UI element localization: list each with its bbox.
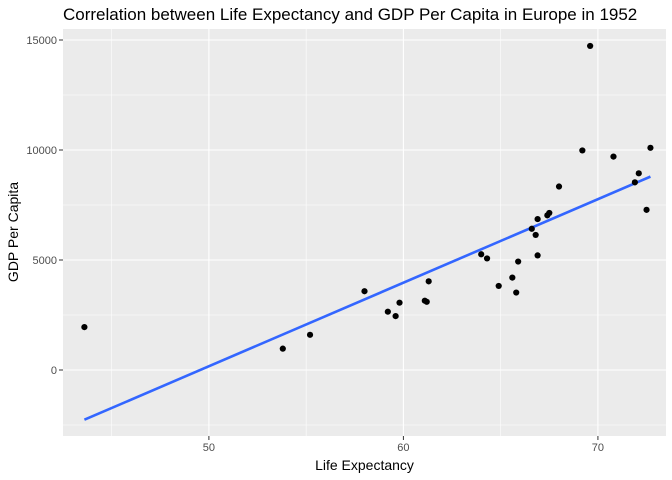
data-point (534, 252, 541, 259)
data-point (610, 153, 617, 160)
data-point (647, 144, 654, 151)
data-point (643, 206, 650, 213)
data-point (425, 278, 432, 285)
x-axis-title: Life Expectancy (315, 457, 414, 473)
y-axis-title: GDP Per Capita (5, 182, 21, 282)
x-tick-label: 50 (203, 442, 215, 454)
data-point (483, 255, 491, 262)
data-point (528, 225, 535, 232)
data-point (631, 179, 638, 186)
data-point (513, 289, 520, 296)
data-point (306, 331, 314, 338)
plot-panel (63, 29, 666, 436)
y-tick-label: 10000 (26, 145, 57, 157)
data-point (534, 215, 541, 223)
data-point (478, 251, 485, 258)
x-tick-label: 70 (592, 442, 604, 454)
data-point (555, 183, 563, 190)
data-point (384, 308, 391, 315)
data-point (579, 147, 586, 154)
grid-minor (63, 29, 666, 436)
x-axis-ticks: 50 60 70 (203, 436, 604, 454)
data-point (509, 274, 516, 281)
x-tick-label: 60 (397, 442, 409, 454)
y-tick-label: 15000 (26, 35, 57, 47)
data-point (396, 299, 403, 306)
data-points (81, 42, 654, 352)
data-point (532, 231, 539, 239)
data-point (635, 170, 642, 177)
data-point (495, 282, 502, 290)
y-tick-label: 0 (51, 365, 57, 377)
data-point (515, 258, 522, 265)
data-point (423, 298, 430, 305)
data-point (81, 324, 88, 331)
y-tick-label: 5000 (33, 255, 57, 267)
data-point (392, 313, 399, 320)
y-axis-ticks: 0 5000 10000 15000 (26, 35, 63, 377)
data-point (546, 209, 553, 217)
data-point (587, 42, 594, 50)
trend-line (83, 175, 651, 421)
data-point (279, 345, 286, 352)
chart-title: Correlation between Life Expectancy and … (63, 5, 637, 24)
grid-major (63, 29, 666, 436)
data-point (361, 288, 368, 295)
trend-line-group (83, 175, 651, 421)
